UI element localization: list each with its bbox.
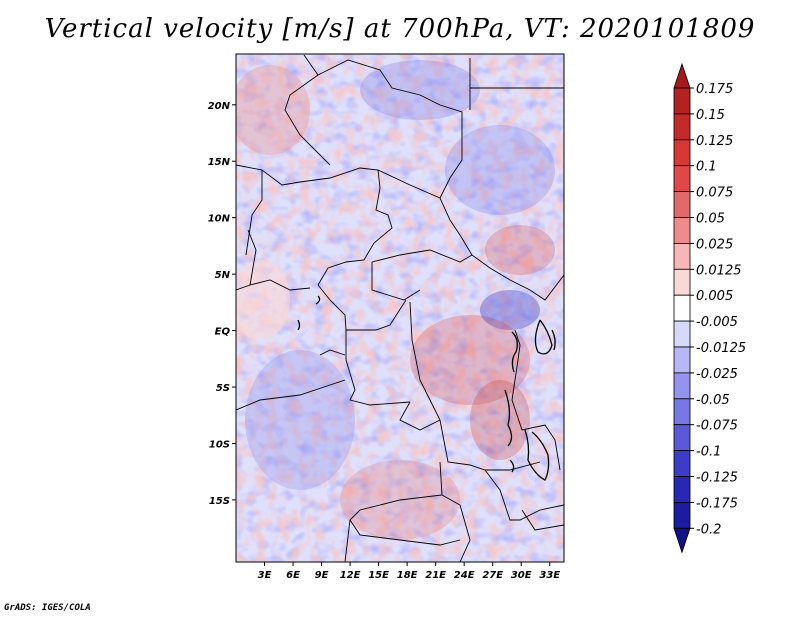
country-borders xyxy=(236,54,564,562)
lon-tick-label: 27E xyxy=(482,570,503,581)
colorbar-label: 0.125 xyxy=(696,134,733,149)
colorbar-label: -0.005 xyxy=(696,315,738,330)
colorbar-top-arrow xyxy=(673,62,691,89)
colorbar-label: 0.025 xyxy=(696,237,733,252)
latitude-axis: 20N 15N 10N 5N EQ 5S 10S 15S xyxy=(208,101,236,507)
map-frame xyxy=(235,53,565,563)
colorbar-swatch xyxy=(673,139,691,167)
colorbar-bottom-arrow xyxy=(673,527,691,554)
colorbar-label: 0.0125 xyxy=(696,263,742,278)
lat-tick-label: EQ xyxy=(215,327,231,338)
lakes xyxy=(297,295,556,481)
colorbar-label: 0.075 xyxy=(696,186,733,201)
colorbar-swatch xyxy=(673,268,691,296)
colorbar-swatch xyxy=(673,87,691,115)
lon-tick-label: 3E xyxy=(258,570,272,581)
colorbar-swatch xyxy=(673,450,691,477)
colorbar-label: 0.005 xyxy=(696,289,733,304)
lon-tick-label: 24E xyxy=(454,570,475,581)
lon-tick-label: 15E xyxy=(368,570,389,581)
lat-tick-label: 15S xyxy=(209,496,230,507)
colorbar-swatch xyxy=(673,191,691,218)
colorbar-swatch xyxy=(673,476,691,503)
colorbar-label: -0.175 xyxy=(696,496,738,511)
lon-tick-label: 33E xyxy=(539,570,560,581)
colorbar-label: 0.1 xyxy=(696,160,717,175)
colorbar-label: 0.175 xyxy=(696,82,733,97)
lat-tick-label: 10N xyxy=(208,214,231,225)
colorbar-swatch xyxy=(673,398,691,426)
colorbar-label: -0.075 xyxy=(696,419,738,434)
lon-tick-label: 21E xyxy=(425,570,446,581)
lat-tick-label: 5S xyxy=(216,383,230,394)
colorbar-label: -0.05 xyxy=(696,393,730,408)
lon-tick-label: 18E xyxy=(397,570,418,581)
grads-credit: GrADS: IGES/COLA xyxy=(4,603,91,613)
colorbar-label: -0.1 xyxy=(696,445,721,460)
colorbar-swatch xyxy=(673,217,691,244)
colorbar-swatch xyxy=(673,113,691,141)
lon-tick-label: 12E xyxy=(340,570,361,581)
lon-tick-label: 6E xyxy=(286,570,300,581)
colorbar-swatch xyxy=(673,165,691,192)
colorbar-label: -0.025 xyxy=(696,367,738,382)
colorbar-label: -0.2 xyxy=(696,522,721,537)
vertical-velocity-field xyxy=(236,54,564,562)
lat-tick-label: 5N xyxy=(215,270,231,281)
lon-tick-label: 30E xyxy=(511,570,532,581)
colorbar-swatch xyxy=(673,424,691,452)
colorbar-swatch xyxy=(673,346,691,374)
colorbar-label: 0.15 xyxy=(696,108,725,123)
colorbar-swatch xyxy=(673,294,691,322)
colorbar-label: -0.125 xyxy=(696,471,738,486)
colorbar-label: 0.05 xyxy=(696,212,725,227)
colorbar-swatch xyxy=(673,372,691,400)
map-title: Vertical velocity [m/s] at 700hPa, VT: 2… xyxy=(44,14,756,44)
lat-tick-label: 15N xyxy=(208,157,231,168)
colorbar-swatch xyxy=(673,320,691,348)
lat-tick-label: 20N xyxy=(208,101,231,112)
colorbar-swatch xyxy=(673,242,691,270)
longitude-axis: 3E 6E 9E 12E 15E 18E 21E 24E 27E 30E 33E xyxy=(258,562,560,581)
colorbar-swatch xyxy=(673,501,691,529)
lat-tick-label: 10S xyxy=(209,439,230,450)
colorbar-label: -0.0125 xyxy=(696,341,746,356)
colorbar: 0.175 0.15 0.125 0.1 0.075 0.05 0.025 0.0125 0.0… xyxy=(673,62,746,554)
lon-tick-label: 9E xyxy=(315,570,329,581)
